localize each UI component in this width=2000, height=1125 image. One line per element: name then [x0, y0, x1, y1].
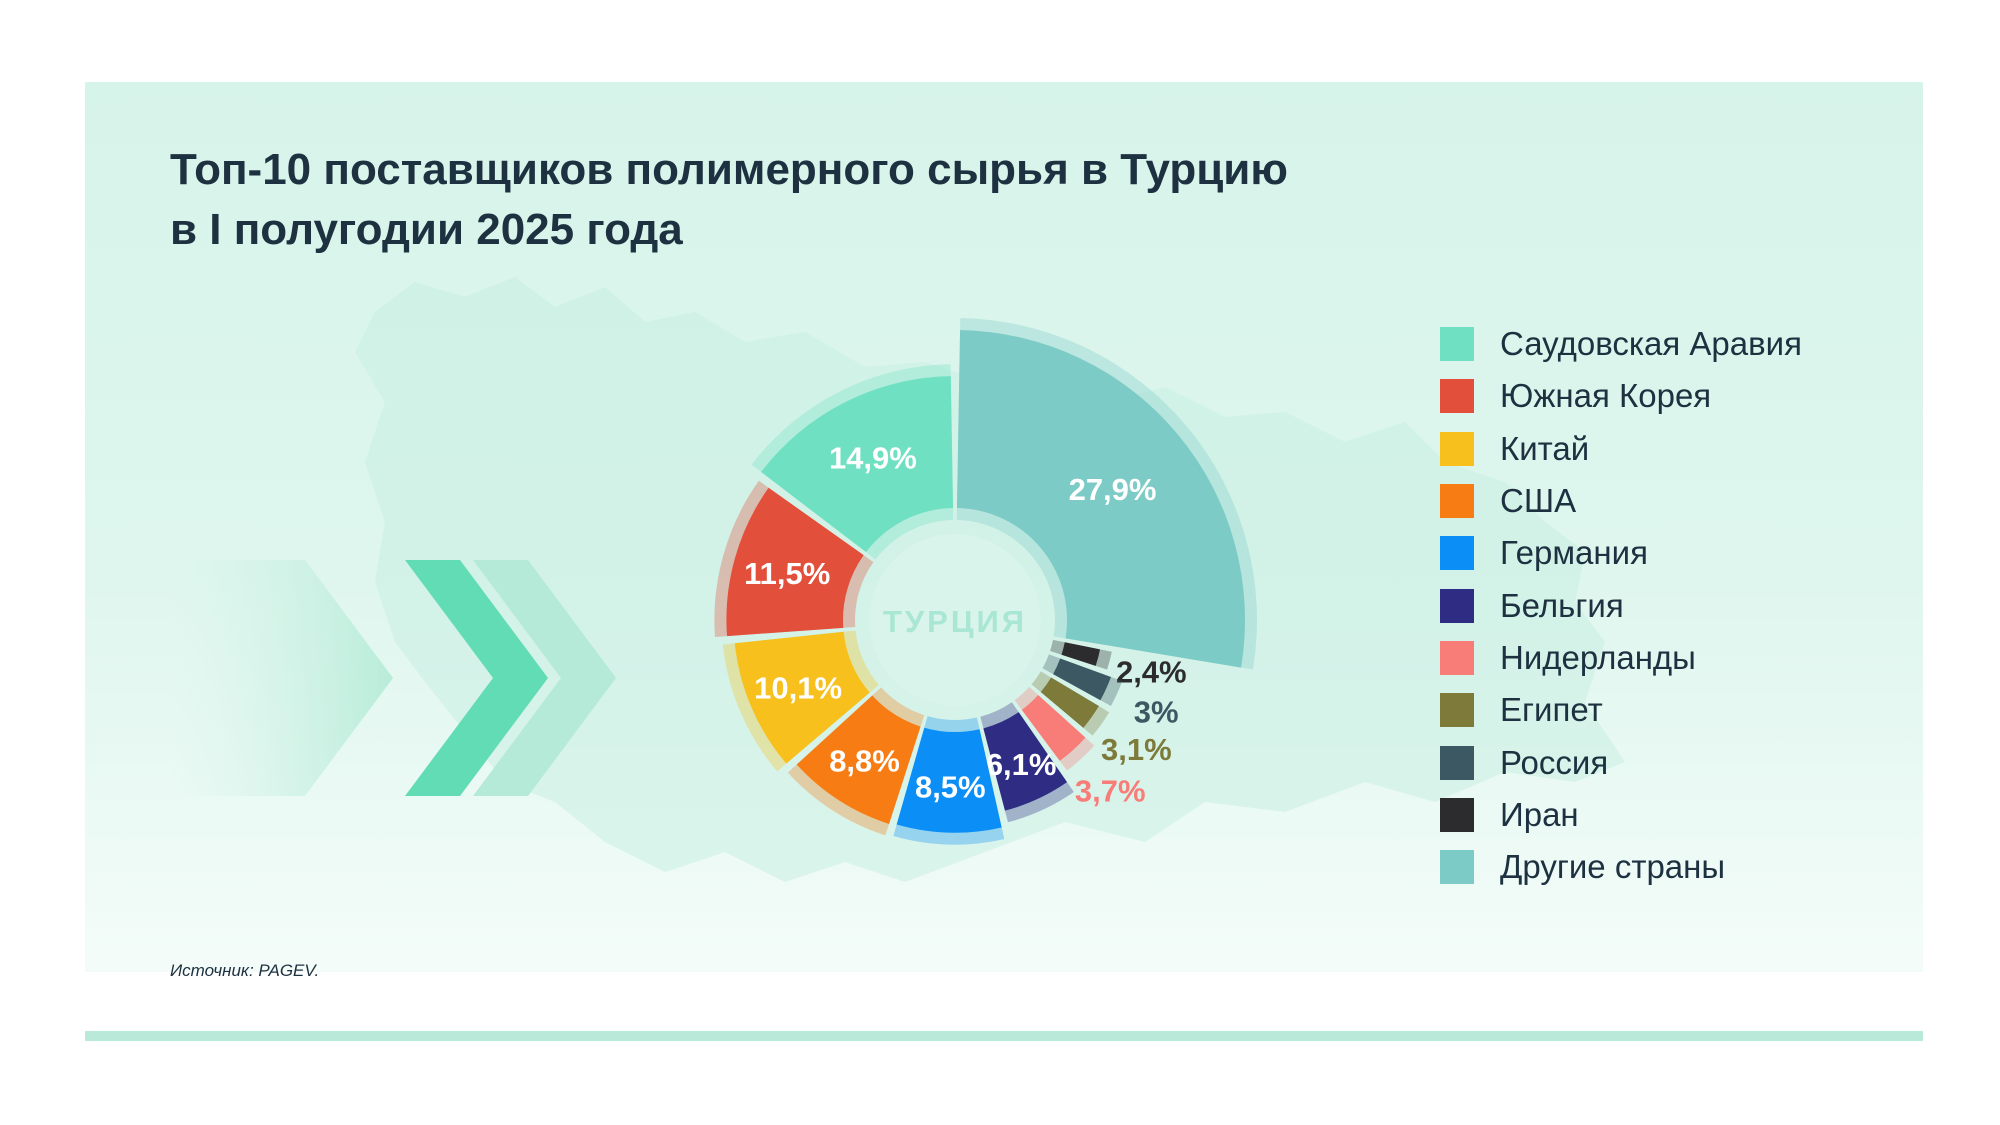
legend-swatch — [1440, 536, 1474, 571]
legend-label: Другие страны — [1500, 848, 1726, 886]
pie-slice-russia — [1042, 654, 1123, 706]
legend-label: Саудовская Аравия — [1500, 325, 1802, 363]
pie-slice-egypt — [1031, 671, 1110, 736]
pie-slice-south-korea — [714, 480, 874, 637]
data-label-usa: 8,8% — [829, 744, 900, 779]
pie-slice-other-countries — [956, 318, 1257, 670]
pie-slice-china — [722, 630, 879, 772]
legend-label: Египет — [1500, 691, 1603, 729]
legend-label: Китай — [1500, 429, 1590, 467]
pie-slice-netherlands — [1014, 686, 1095, 771]
chart-legend: Саудовская Аравия Южная Корея Китай США Герм… — [1440, 318, 1920, 893]
pie-slice-shape — [734, 631, 870, 764]
legend-item-germany: Германия — [1440, 527, 1920, 579]
data-label-netherlands: 3,7% — [1075, 774, 1146, 809]
data-label-iran: 2,4% — [1116, 655, 1187, 690]
pie-slice-belgium — [980, 702, 1074, 823]
legend-label: Нидерланды — [1500, 638, 1696, 676]
legend-swatch — [1440, 588, 1474, 623]
legend-item-netherlands: Нидерланды — [1440, 632, 1920, 684]
legend-item-belgium: Бельгия — [1440, 579, 1920, 631]
legend-item-russia: Россия — [1440, 736, 1920, 788]
donut-center — [869, 534, 1041, 706]
pie-slice-iran — [1050, 639, 1112, 670]
pie-slice-shape — [726, 487, 864, 637]
legend-label: Бельгия — [1500, 586, 1624, 624]
chart-title-line-2: в I полугодии 2025 года — [170, 205, 683, 254]
legend-label: Иран — [1500, 795, 1579, 833]
data-label-south-korea: 11,5% — [744, 556, 830, 591]
legend-label: Россия — [1500, 743, 1609, 781]
pie-slice-saudi-arabia — [751, 364, 954, 560]
legend-item-saudi-arabia: Саудовская Аравия — [1440, 318, 1920, 370]
legend-swatch — [1440, 693, 1474, 728]
legend-swatch — [1440, 431, 1474, 466]
legend-swatch — [1440, 327, 1474, 362]
pie-slice-shape — [761, 376, 954, 553]
pie-slice-usa — [787, 687, 925, 836]
donut-center-label: ТУРЦИЯ — [883, 604, 1027, 639]
legend-label: США — [1500, 482, 1577, 520]
data-label-germany: 8,5% — [915, 769, 986, 804]
chart-title: Топ-10 поставщиков полимерного сырья в Т… — [170, 140, 1470, 260]
data-label-belgium: 6,1% — [986, 747, 1057, 782]
legend-item-other-countries: Другие страны — [1440, 841, 1920, 893]
legend-item-usa: США — [1440, 475, 1920, 527]
pie-slice-shape — [896, 727, 1002, 833]
legend-item-china: Китай — [1440, 423, 1920, 475]
legend-label: Южная Корея — [1500, 377, 1712, 415]
pie-slice-shape — [1061, 642, 1101, 666]
legend-item-iran: Иран — [1440, 789, 1920, 841]
legend-swatch — [1440, 745, 1474, 780]
data-label-other-countries: 27,9% — [1069, 472, 1157, 507]
legend-swatch — [1440, 484, 1474, 519]
legend-swatch — [1440, 640, 1474, 675]
legend-item-south-korea: Южная Корея — [1440, 370, 1920, 422]
legend-swatch — [1440, 379, 1474, 414]
pie-slice-shape — [1053, 658, 1111, 701]
pie-slice-shape — [983, 712, 1068, 811]
chart-title-line-1: Топ-10 поставщиков полимерного сырья в Т… — [170, 145, 1288, 194]
pie-slice-shape — [796, 695, 921, 824]
pie-slice-shape — [956, 330, 1245, 668]
data-label-china: 10,1% — [754, 670, 842, 705]
chevron-arrows-decoration — [170, 560, 616, 796]
legend-label: Германия — [1500, 534, 1648, 572]
legend-swatch — [1440, 850, 1474, 885]
legend-item-egypt: Египет — [1440, 684, 1920, 736]
bottom-accent-bar — [85, 1031, 1923, 1041]
pie-slice-germany — [893, 716, 1005, 845]
pie-slice-shape — [1021, 695, 1086, 761]
legend-swatch — [1440, 797, 1474, 832]
data-label-russia: 3% — [1134, 695, 1179, 730]
source-note: Источник: PAGEV. — [170, 961, 320, 980]
pie-slice-shape — [1040, 677, 1099, 728]
data-label-egypt: 3,1% — [1101, 732, 1172, 767]
data-label-saudi-arabia: 14,9% — [829, 441, 917, 476]
